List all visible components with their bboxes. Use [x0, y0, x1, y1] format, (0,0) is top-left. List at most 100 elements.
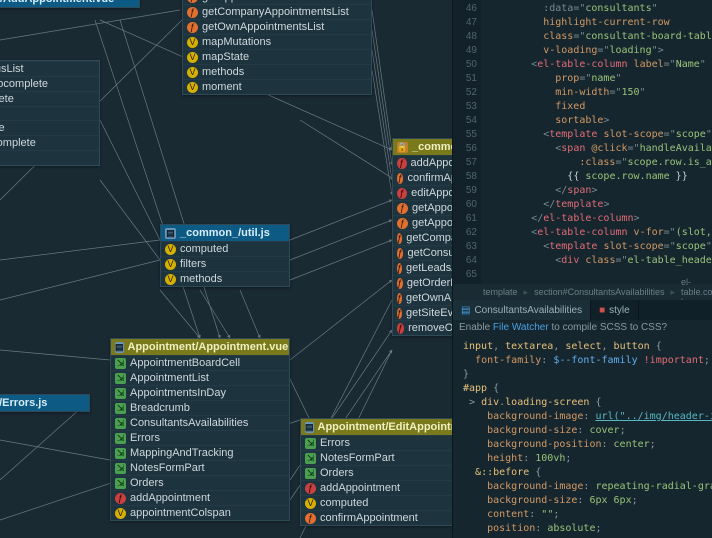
box-title: /AddAppointment.vue: [0, 0, 114, 5]
row-label: Errors: [320, 437, 350, 449]
graph-box-addAppointment[interactable]: ▤/AddAppointment.vue: [0, 0, 140, 8]
box-row[interactable]: ƒremoveOr: [393, 320, 461, 335]
box-row[interactable]: ƒgetSiteEve: [393, 305, 461, 320]
box-row[interactable]: ƒaddAppointment: [111, 490, 289, 505]
code-top[interactable]: :data="consultants" highlight-current-ro…: [483, 2, 712, 268]
box-row[interactable]: ⇲Breadcrumb: [111, 400, 289, 415]
orange-icon: ƒ: [187, 22, 198, 33]
row-label: getLeadsA: [406, 262, 459, 274]
box-row[interactable]: ƒeditAppoi: [393, 185, 461, 200]
orange-icon: ƒ: [187, 7, 198, 18]
box-header[interactable]: ▤mmon_/Errors.js: [0, 395, 89, 411]
file-icon: ▤: [305, 422, 314, 433]
box-row[interactable]: ⇲entStatusList: [0, 61, 99, 76]
row-label: tocomplete: [0, 93, 14, 105]
row-label: Orders: [130, 477, 164, 489]
box-row[interactable]: ⇲tocomplete: [0, 91, 99, 106]
box-row[interactable]: Vmethods: [183, 64, 371, 79]
box-row[interactable]: ⇲complete: [0, 120, 99, 135]
box-row[interactable]: ƒgetLeadsA: [393, 260, 461, 275]
box-row[interactable]: ⇲ConsultantsAvailabilities: [111, 415, 289, 430]
box-row[interactable]: ƒgetAppoi: [393, 200, 461, 215]
graph-box-editAppt[interactable]: ▤Appointment/EditAppointment.vue⇲Errors⇲…: [300, 418, 460, 526]
box-row[interactable]: ⇲Orders: [111, 475, 289, 490]
green-icon: ⇲: [115, 388, 126, 399]
box-row[interactable]: ƒ confirmAp: [393, 170, 461, 185]
yellow-icon: V: [187, 82, 198, 93]
graph-box-topCenter[interactable]: ƒgetAppointmentsListƒgetCompanyAppointme…: [182, 0, 372, 95]
green-icon: ⇲: [305, 453, 316, 464]
tab-label: ConsultantsAvailabilities: [474, 305, 582, 316]
box-row[interactable]: ƒ getOwnAppointmentsList: [183, 19, 371, 34]
box-row[interactable]: Vmoment: [183, 79, 371, 94]
row-label: tsAutocomplete: [0, 137, 36, 149]
box-row[interactable]: Vcomputed: [301, 495, 459, 510]
box-header[interactable]: ▤_common_/util.js: [161, 225, 289, 241]
box-row[interactable]: ƒgetConsul: [393, 245, 461, 260]
box-header[interactable]: ▤ Appointment/Appointment.vue: [111, 339, 289, 355]
box-row[interactable]: ⇲Errors: [301, 435, 459, 450]
row-label: confirmAp: [407, 172, 457, 184]
box-row[interactable]: ⇲NotesFormPart: [301, 450, 459, 465]
box-row[interactable]: ⇲: [0, 106, 99, 120]
file-icon: ▤: [115, 342, 124, 353]
box-row[interactable]: ⇲MappingAndTracking: [111, 445, 289, 460]
editor-tabs[interactable]: ▤ ConsultantsAvailabilities ■style: [453, 300, 712, 320]
editor-tab[interactable]: ■style: [591, 300, 639, 320]
row-label: filters: [180, 258, 206, 270]
box-row[interactable]: Vcomputed: [161, 241, 289, 256]
file-watcher-hint[interactable]: Enable File Watcher to compile SCSS to C…: [459, 322, 712, 333]
box-row[interactable]: ƒgetOrderF: [393, 275, 461, 290]
breadcrumb[interactable]: template▸section#ConsultantsAvailabiliti…: [453, 284, 712, 300]
box-row[interactable]: ƒgetCompanyAppointmentsList: [183, 4, 371, 19]
graph-box-util[interactable]: ▤_common_/util.jsVcomputedVfiltersVmetho…: [160, 224, 290, 287]
graph-box-leftList[interactable]: ⇲entStatusList⇲antsAutocomplete⇲tocomple…: [0, 60, 100, 166]
box-header[interactable]: 🔒_common: [393, 139, 461, 155]
box-row[interactable]: ⇲AppointmentsInDay: [111, 385, 289, 400]
box-header[interactable]: ▤Appointment/EditAppointment.vue: [301, 419, 459, 435]
box-row[interactable]: ⇲tsAutocomplete: [0, 135, 99, 150]
file-watcher-link[interactable]: File Watcher: [493, 322, 549, 333]
box-row[interactable]: VmapState: [183, 49, 371, 64]
box-row[interactable]: ƒconfirmAppointment: [301, 510, 459, 525]
row-label: antsAutocomplete: [0, 78, 48, 90]
box-row[interactable]: ⇲NotesFormPart: [111, 460, 289, 475]
box-header[interactable]: ▤/AddAppointment.vue: [0, 0, 139, 7]
box-row[interactable]: ƒgetAppoi: [393, 215, 461, 230]
row-label: methods: [202, 66, 244, 78]
breadcrumb-segment[interactable]: template: [483, 287, 518, 297]
box-row[interactable]: ⇲AppointmentList: [111, 370, 289, 385]
box-row[interactable]: ⇲omplete: [0, 150, 99, 165]
row-label: computed: [320, 497, 368, 509]
yellow-icon: V: [187, 67, 198, 78]
green-icon: ⇲: [305, 468, 316, 479]
box-row[interactable]: ƒgetOwnAp: [393, 290, 461, 305]
editor-tab[interactable]: ▤ ConsultantsAvailabilities: [453, 300, 591, 320]
row-label: AppointmentList: [130, 372, 209, 384]
row-label: getOwnAppointmentsList: [202, 21, 324, 33]
file-icon: ▤: [461, 305, 470, 316]
square-icon: ■: [599, 305, 605, 316]
box-row[interactable]: Vmethods: [161, 271, 289, 286]
orange-icon: ƒ: [305, 513, 316, 524]
box-row[interactable]: Vfilters: [161, 256, 289, 271]
green-icon: ⇲: [115, 448, 126, 459]
graph-box-errors[interactable]: ▤mmon_/Errors.js: [0, 394, 90, 412]
graph-box-apptVue[interactable]: ▤Appointment/Appointment.vue⇲Appointment…: [110, 338, 290, 521]
orange-icon: ƒ: [397, 173, 403, 184]
box-row[interactable]: ⇲Errors: [111, 430, 289, 445]
row-label: mapState: [202, 51, 249, 63]
row-label: Breadcrumb: [130, 402, 190, 414]
box-row[interactable]: VmapMutations: [183, 34, 371, 49]
box-row[interactable]: VappointmentColspan: [111, 505, 289, 520]
box-row[interactable]: ƒgetCompa: [393, 230, 461, 245]
breadcrumb-segment[interactable]: section#ConsultantsAvailabilities: [534, 287, 664, 297]
box-row[interactable]: ⇲antsAutocomplete: [0, 76, 99, 91]
code-bottom[interactable]: input, textarea, select, button { font-f…: [463, 340, 712, 536]
box-row[interactable]: ⇲Orders: [301, 465, 459, 480]
line-gutter: 4647484950515253545556575859606162636465: [453, 0, 481, 300]
box-row[interactable]: ⇲AppointmentBoardCell: [111, 355, 289, 370]
box-row[interactable]: ƒaddAppointment: [301, 480, 459, 495]
box-title: Appointment/Appointment.vue: [128, 341, 289, 353]
box-row[interactable]: ƒaddAppoi: [393, 155, 461, 170]
